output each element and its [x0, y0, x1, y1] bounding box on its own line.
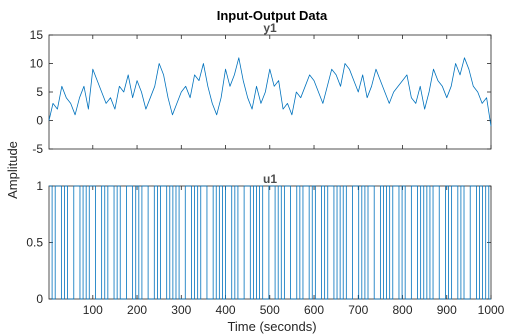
series-line-y1-0	[48, 57, 492, 127]
axes-box-u1	[48, 185, 492, 300]
x-tick-label-8: 900	[437, 303, 457, 317]
y-tick-label-u1-1: 0.5	[26, 236, 43, 250]
chart-title: Input-Output Data	[217, 8, 328, 23]
panel-u1: u1 0 0.5 1 100 200 300 400 500 600 700 800 900 1000	[26, 172, 504, 317]
y-tick-label-y1-0: -5	[32, 142, 43, 156]
subplot-title-u1: u1	[263, 172, 277, 186]
x-tick-label-2: 300	[171, 303, 191, 317]
x-tick-label-7: 800	[392, 303, 412, 317]
x-tick-label-5: 600	[304, 303, 324, 317]
y-tick-label-y1-4: 15	[30, 28, 44, 42]
x-tick-label-6: 700	[348, 303, 368, 317]
x-tick-label-0: 100	[83, 303, 103, 317]
y-axis-label: Amplitude	[5, 141, 20, 199]
subplot-title-y1: y1	[263, 21, 277, 35]
y-tick-label-u1-0: 0	[36, 292, 43, 306]
x-tick-label-4: 500	[260, 303, 280, 317]
axes-box-y1	[48, 34, 492, 150]
panel-y1: y1 -5 0 5 10 15	[30, 21, 492, 156]
x-tick-label-3: 400	[216, 303, 236, 317]
x-tick-label-1: 200	[127, 303, 147, 317]
y-tick-label-y1-2: 5	[36, 85, 43, 99]
x-tick-label-9: 1000	[478, 303, 505, 317]
x-axis-label: Time (seconds)	[227, 319, 316, 334]
series-line-u1-0	[49, 185, 491, 300]
panels-group: y1 -5 0 5 10 15 u1 0 0.5 1 100 200 300 400 500 600 700 80…	[26, 21, 504, 317]
y-tick-label-u1-2: 1	[36, 179, 43, 193]
y-tick-label-y1-3: 10	[30, 57, 44, 71]
y-tick-label-y1-1: 0	[36, 114, 43, 128]
